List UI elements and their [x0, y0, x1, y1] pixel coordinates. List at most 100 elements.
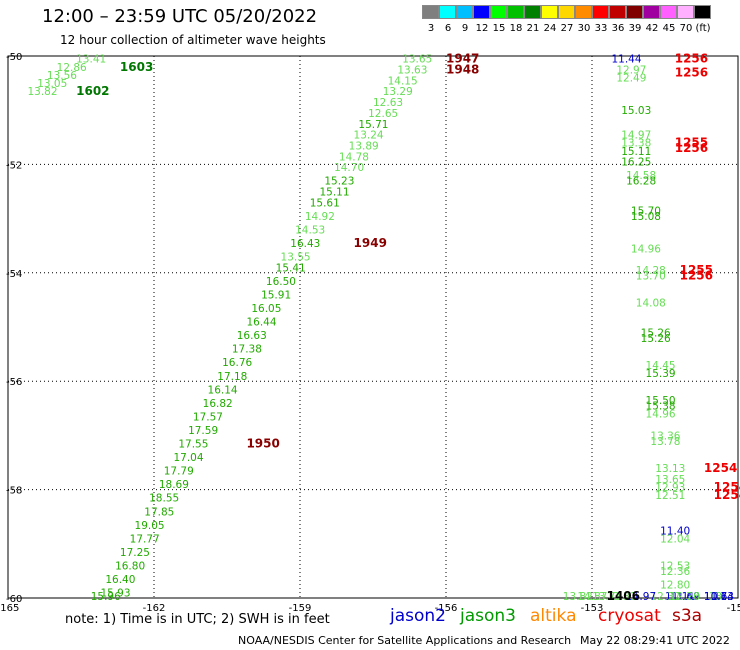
legend-label: 18 — [509, 23, 523, 34]
pass-time-label: 1256 — [675, 65, 708, 79]
legend-label: 45 — [662, 23, 676, 34]
legend-unit: (ft) — [695, 23, 711, 34]
legend-swatch — [456, 5, 473, 19]
wave-height-label: 10.73 — [704, 591, 734, 603]
wave-height-label: 12.20 — [670, 591, 700, 603]
wave-height-label: 15.50 — [646, 395, 676, 407]
wave-height-label: 12.86 — [57, 62, 87, 74]
wave-height-label: 14.15 — [388, 75, 418, 87]
pass-time-label: 1256 — [680, 269, 713, 283]
legend-label: 12 — [475, 23, 489, 34]
legend-swatch — [422, 5, 439, 19]
wave-height-label: 15.96 — [91, 591, 121, 603]
pass-time-label: 1256 — [675, 52, 708, 66]
y-tick-label: -50 — [6, 52, 22, 63]
pass-time-label: 1254 — [714, 488, 740, 502]
wave-height-label: 12.63 — [373, 97, 403, 109]
wave-height-label: 11.40 — [660, 525, 690, 537]
wave-height-label: 15.03 — [621, 105, 651, 117]
legend-swatch — [541, 5, 558, 19]
wave-height-label: 15.08 — [631, 211, 661, 223]
y-tick-label: -54 — [6, 269, 22, 280]
legend-label: 6 — [444, 23, 452, 34]
wave-height-label: 13.78 — [650, 436, 680, 448]
legend-swatch — [490, 5, 507, 19]
wave-height-label: 13.05 — [37, 78, 67, 90]
legend-label: 30 — [577, 23, 591, 34]
wave-height-label: 13.55 — [281, 252, 311, 264]
wave-height-label: 15.11 — [319, 187, 349, 199]
wave-height-label: 12.04 — [660, 533, 690, 545]
wave-height-label: 17.55 — [178, 439, 208, 451]
pass-time-label: 1406 — [607, 589, 640, 603]
wave-height-label: 17.57 — [193, 411, 223, 423]
legend-label: 15 — [492, 23, 506, 34]
pass-time-label: 1950 — [246, 437, 279, 451]
legend-label: 3 — [427, 23, 435, 34]
wave-height-label: 11.11 — [665, 591, 695, 603]
legend-label: 21 — [526, 23, 540, 34]
legend-label: 9 — [461, 23, 469, 34]
pass-time-label: 1603 — [120, 60, 153, 74]
legend-swatch — [643, 5, 660, 19]
legend-swatch — [524, 5, 541, 19]
wave-height-label: 12.37 — [650, 591, 680, 603]
wave-height-label: 12.93 — [655, 482, 685, 494]
wave-height-label: 13.70 — [636, 271, 666, 283]
x-tick-label: -156 — [435, 603, 458, 614]
wave-height-label: 13.82 — [563, 591, 593, 603]
y-tick-label: -60 — [6, 594, 22, 605]
wave-height-label: 13.36 — [650, 430, 680, 442]
wave-height-label: 15.71 — [358, 119, 388, 131]
wave-height-label: 14.58 — [626, 170, 656, 182]
wave-height-label: 14.70 — [334, 162, 364, 174]
wave-height-label: 15.41 — [276, 262, 306, 274]
wave-height-label: 16.50 — [266, 276, 296, 288]
map-frame — [7, 55, 739, 599]
pass-time-label: 1254 — [714, 480, 740, 494]
legend-swatch — [677, 5, 694, 19]
y-tick-label: -56 — [6, 377, 22, 388]
satellite-s3a: s3a — [672, 606, 703, 626]
wave-height-label: 12.53 — [660, 560, 690, 572]
credit-text: NOAA/NESDIS Center for Satellite Applica… — [238, 634, 572, 647]
pass-time-label: 1947 — [446, 52, 479, 66]
wave-height-label: 14.96 — [646, 409, 676, 421]
legend-swatch — [473, 5, 490, 19]
pass-time-label: 1949 — [354, 236, 387, 250]
wave-height-label: 13.41 — [76, 54, 106, 66]
wave-height-label: 16.80 — [115, 560, 145, 572]
wave-height-label: 15.26 — [641, 327, 671, 339]
wave-height-label: 11. — [714, 591, 731, 603]
wave-height-label: 16.05 — [251, 303, 281, 315]
wave-height-label: 14.53 — [295, 224, 325, 236]
wave-height-label: 16.25 — [621, 157, 651, 169]
wave-height-label: 13. — [709, 591, 726, 603]
wave-height-label: 14.28 — [636, 265, 666, 277]
satellite-altika: altika — [530, 606, 577, 626]
wave-height-label: 11.44 — [611, 54, 641, 66]
footnote: note: 1) Time is in UTC; 2) SWH is in fe… — [65, 612, 330, 627]
wave-height-label: 16.44 — [246, 317, 276, 329]
wave-height-label: 15.91 — [261, 289, 291, 301]
wave-height-label: 17.04 — [173, 452, 203, 464]
wave-height-label: 13.38 — [621, 138, 651, 150]
wave-height-label: 12.65 — [368, 108, 398, 120]
wave-height-label: 12.36 — [660, 566, 690, 578]
legend-swatch — [439, 5, 456, 19]
wave-height-label: 13.89 — [349, 140, 379, 152]
wave-height-label: 16.76 — [222, 357, 252, 369]
wave-height-label: 16.28 — [626, 176, 656, 188]
legend-label: 36 — [611, 23, 625, 34]
legend-swatch — [626, 5, 643, 19]
wave-height-label: 16.43 — [290, 238, 320, 250]
legend-swatch — [558, 5, 575, 19]
wave-height-label: 13.56 — [47, 70, 77, 82]
wave-height-label: 13.31 — [607, 591, 637, 603]
wave-height-label: 14.08 — [636, 298, 666, 310]
wave-height-label: 12.80 — [660, 579, 690, 591]
wave-height-label: 13.63 — [397, 65, 427, 77]
wave-height-label: 13.65 — [655, 474, 685, 486]
page-title: 12:00 – 23:59 UTC 05/20/2022 — [42, 6, 318, 27]
